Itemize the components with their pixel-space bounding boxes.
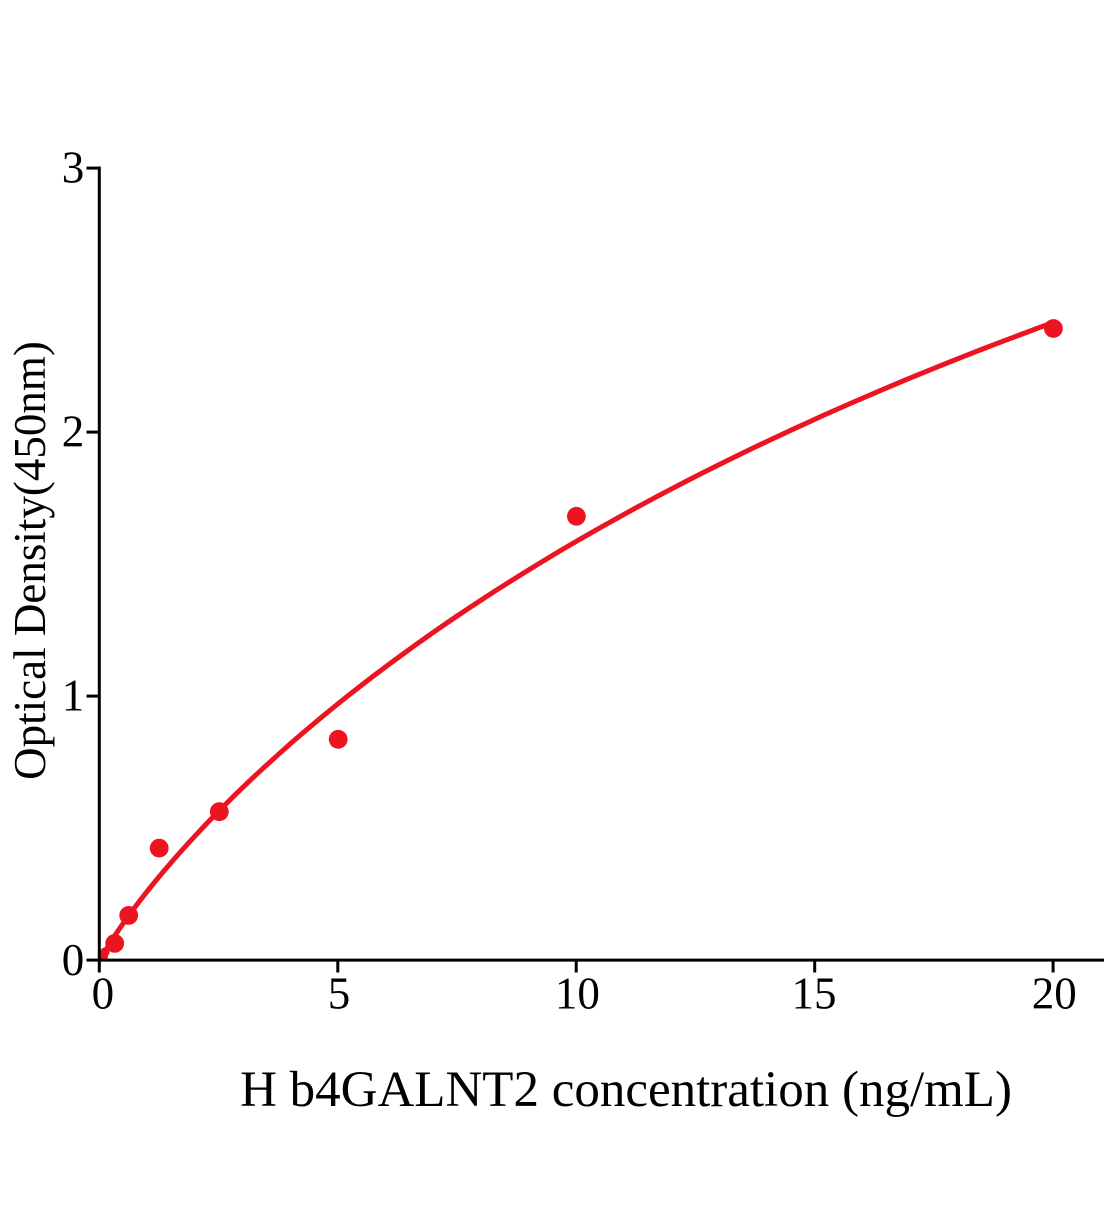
svg-text:15: 15 (792, 969, 837, 1019)
svg-text:Optical Density(450nm): Optical Density(450nm) (5, 341, 55, 780)
svg-text:3: 3 (62, 142, 85, 192)
svg-text:0: 0 (92, 969, 115, 1019)
svg-text:5: 5 (328, 969, 351, 1019)
svg-text:10: 10 (555, 969, 600, 1019)
svg-text:2: 2 (62, 406, 85, 456)
svg-text:20: 20 (1032, 969, 1077, 1019)
svg-text:H b4GALNT2 concentration (ng/m: H b4GALNT2 concentration (ng/mL) (240, 1062, 1012, 1118)
svg-text:1: 1 (62, 670, 85, 720)
svg-text:0: 0 (62, 935, 85, 985)
